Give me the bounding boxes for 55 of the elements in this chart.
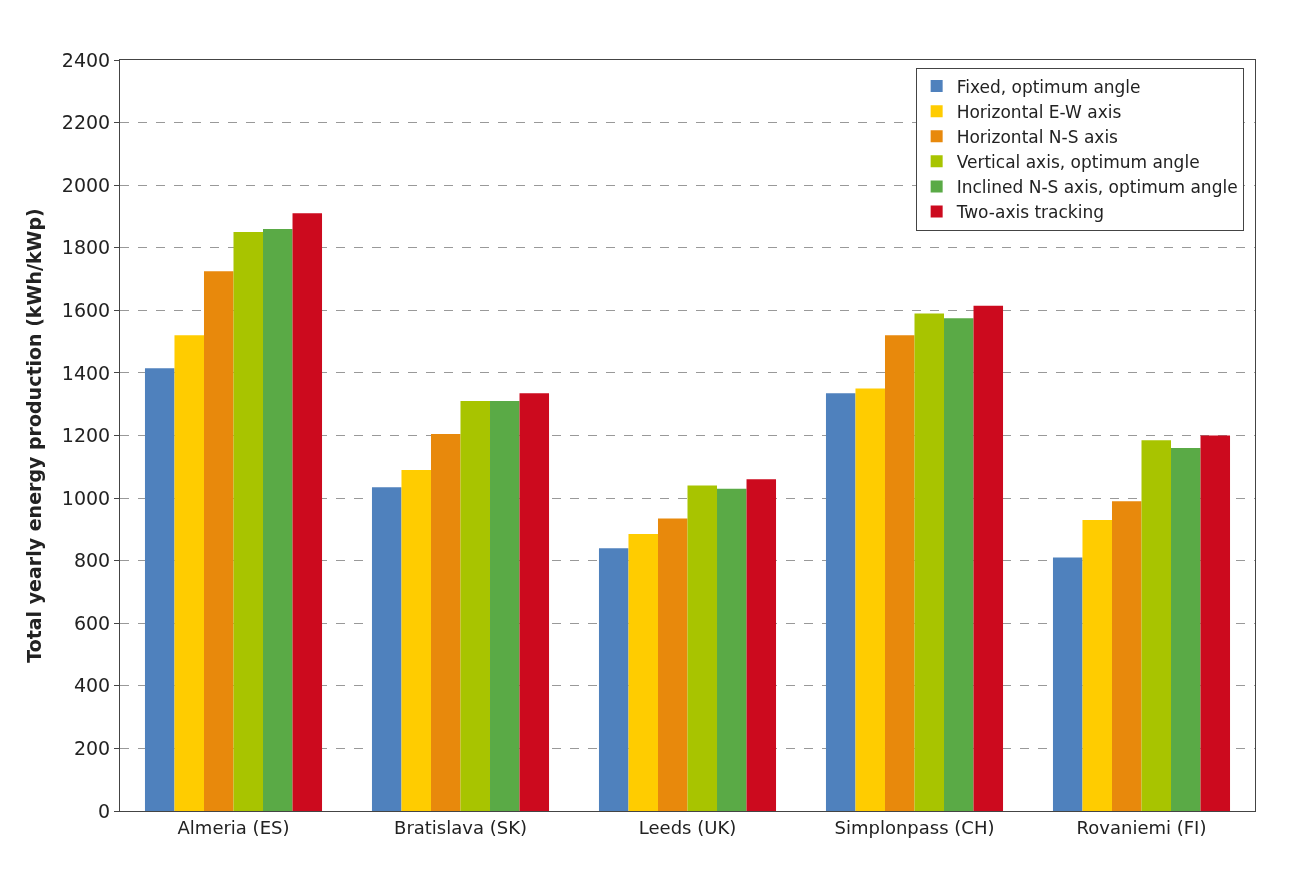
- x-tick-label: Almeria (ES): [177, 816, 290, 838]
- bar: [401, 469, 431, 811]
- bar: [717, 488, 747, 811]
- y-tick-label: 1200: [61, 424, 111, 447]
- bar: [233, 232, 264, 811]
- bar: [628, 534, 658, 811]
- bar: [1141, 440, 1172, 811]
- bar: [519, 393, 550, 811]
- legend-label: Horizontal N-S axis: [956, 126, 1119, 147]
- y-tick-label: 1400: [61, 361, 111, 384]
- bar: [855, 388, 885, 811]
- legend-label: Vertical axis, optimum angle: [956, 151, 1200, 172]
- bar: [825, 393, 856, 811]
- bar: [884, 335, 915, 811]
- x-tick-label: Simplonpass (CH): [834, 816, 995, 838]
- y-tick-label: 2200: [61, 111, 111, 134]
- bar: [460, 401, 491, 811]
- y-tick-label: 0: [98, 799, 111, 822]
- y-tick-label: 800: [73, 549, 111, 572]
- bar: [1082, 519, 1112, 811]
- bar: [174, 335, 204, 811]
- bar: [1052, 557, 1083, 811]
- y-tick-label: 200: [73, 737, 111, 760]
- bar: [1200, 435, 1231, 811]
- x-tick-label: Bratislava (SK): [394, 816, 527, 838]
- bar: [1171, 448, 1201, 811]
- legend-label: Fixed, optimum angle: [956, 76, 1141, 97]
- y-tick-label: 1800: [61, 236, 111, 259]
- bar: [687, 485, 718, 811]
- bar: [746, 479, 777, 811]
- y-tick-label: 400: [73, 674, 111, 697]
- bar: [430, 433, 461, 811]
- bar: [973, 305, 1004, 811]
- y-axis-title: Total yearly energy production (kWh/kWp): [22, 208, 45, 663]
- x-tick-label: Leeds (UK): [638, 816, 737, 838]
- bar: [144, 368, 175, 811]
- bar: [263, 228, 293, 811]
- legend-label: Two-axis tracking: [955, 202, 1104, 223]
- bar: [1111, 501, 1142, 811]
- legend-label: Inclined N-S axis, optimum angle: [956, 177, 1238, 198]
- bar: [657, 518, 688, 811]
- bar: [203, 271, 234, 811]
- x-tick-label: Rovaniemi (FI): [1076, 816, 1207, 838]
- bar: [914, 313, 945, 811]
- bar: [371, 487, 402, 811]
- y-tick-label: 1000: [61, 486, 111, 509]
- bar: [598, 548, 629, 811]
- y-tick-label: 1600: [61, 298, 111, 321]
- bar: [292, 213, 323, 811]
- y-tick-label: 2000: [61, 173, 111, 196]
- bar: [490, 401, 520, 811]
- y-tick-label: 2400: [61, 48, 111, 71]
- y-tick-label: 600: [73, 611, 111, 634]
- bar: [944, 318, 974, 811]
- legend-label: Horizontal E-W axis: [956, 101, 1122, 122]
